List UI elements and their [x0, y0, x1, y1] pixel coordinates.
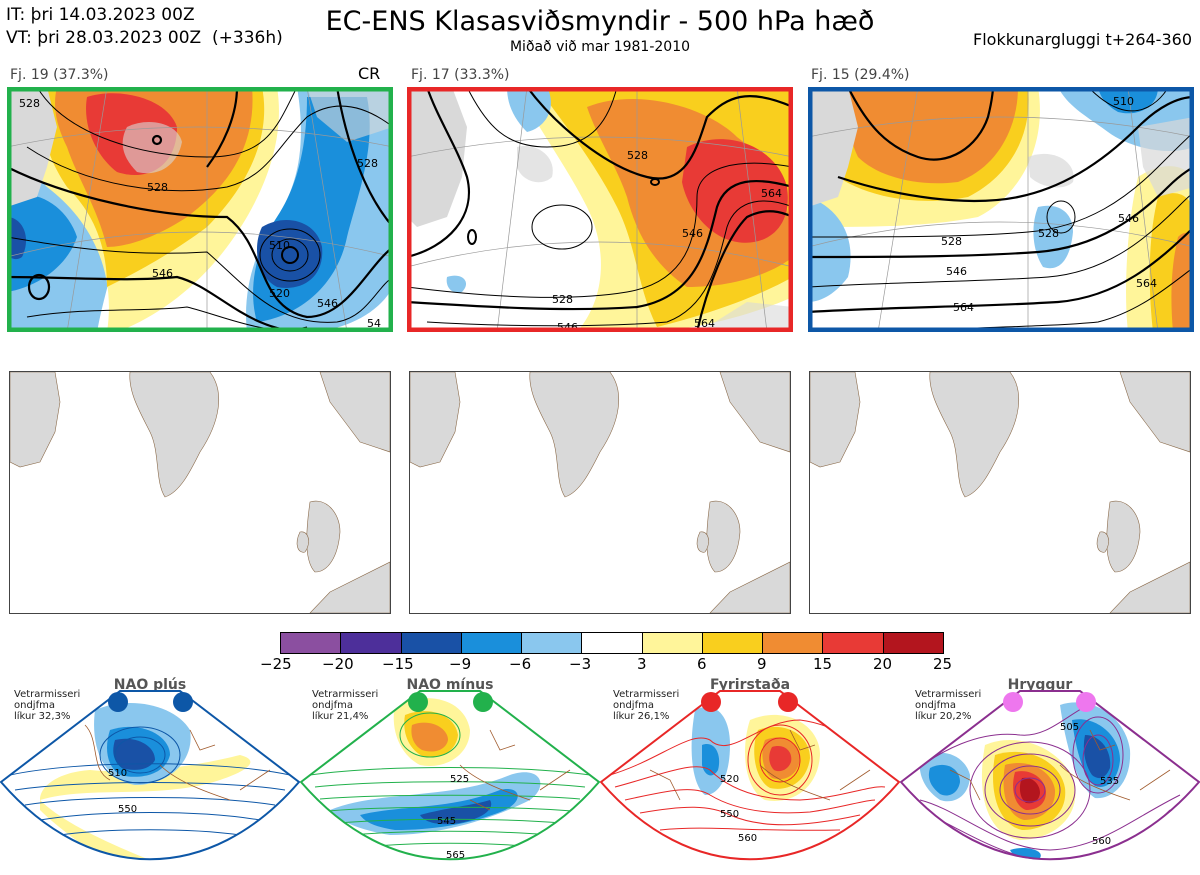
colorbar-swatch	[763, 633, 824, 653]
colorbar-swatch	[642, 633, 703, 653]
pattern-2-contour-label: 525	[450, 774, 469, 785]
pattern-4-marker	[1076, 692, 1096, 712]
colorbar-tick: −15	[382, 655, 414, 673]
cluster-1-map: 528 528 510 520 546 528 546 54	[7, 87, 393, 332]
cluster-1-contour-label: 510	[269, 239, 290, 252]
colorbar-tick: −9	[449, 655, 472, 673]
cluster-2-contour-label: 546	[557, 321, 578, 332]
pattern-3-contour-label: 550	[720, 809, 739, 820]
colorbar-swatch	[582, 633, 643, 653]
cluster-3-frame	[808, 87, 1194, 332]
pattern-4-marker	[1003, 692, 1023, 712]
cluster-1-contour-label: 528	[357, 157, 378, 170]
cluster-2-contour-label: 528	[627, 149, 648, 162]
pattern-3-marker	[778, 692, 798, 712]
cluster-2-contour-label: 528	[552, 293, 573, 306]
classification-window: Flokkunargluggi t+264-360	[973, 30, 1192, 49]
colorbar-swatch	[461, 633, 523, 653]
pattern-1-marker	[173, 692, 193, 712]
cluster-2-contour-label: 546	[682, 227, 703, 240]
cluster-3-label: Fj. 15 (29.4%)	[811, 67, 910, 83]
colorbar-tick: 3	[637, 655, 647, 673]
colorbar-swatch	[702, 633, 764, 653]
cluster-3-contour-label: 564	[953, 301, 974, 314]
cluster-1-contour-label: 520	[269, 287, 290, 300]
pattern-3-marker	[701, 692, 721, 712]
pattern-4-contour-label: 560	[1092, 836, 1111, 847]
colorbar-tick: −20	[322, 655, 354, 673]
colorbar-ticks: −25 −20 −15 −9 −6 −3 3 6 9 15 20 25	[260, 655, 960, 675]
colorbar-tick: 9	[757, 655, 767, 673]
colorbar-swatch	[883, 633, 943, 653]
cluster-2-frame	[407, 87, 793, 332]
pattern-4-note: Vetrarmisseri ondjfma líkur 20,2%	[915, 689, 982, 722]
colorbar-tick: −3	[569, 655, 592, 673]
cluster-1-contour-label: 546	[317, 297, 338, 310]
cluster-3-contour-label: 546	[1118, 212, 1139, 225]
pattern-3-map: 520 550 560	[599, 690, 901, 871]
cluster-1-contour-label: 528	[147, 181, 168, 194]
cluster-1-contour-label: 546	[152, 267, 173, 280]
colorbar-tick: 20	[873, 655, 893, 673]
cluster-1-frame	[7, 87, 393, 332]
header-times: IT: þri 14.03.2023 00Z VT: þri 28.03.2023…	[6, 4, 283, 50]
pattern-4-map: 505 535 560	[899, 690, 1200, 871]
pattern-2-contour-label: 565	[446, 850, 465, 861]
cluster-3-contour-label: 528	[941, 235, 962, 248]
init-time: IT: þri 14.03.2023 00Z	[6, 5, 195, 25]
pattern-2-marker	[473, 692, 493, 712]
cluster-1-contour-label: 528	[19, 97, 40, 110]
pattern-4-contour-label: 535	[1100, 776, 1119, 787]
pattern-2-marker	[408, 692, 428, 712]
colorbar-swatch	[401, 633, 462, 653]
pattern-1-contour-label: 550	[118, 804, 137, 815]
colorbar-tick: 25	[933, 655, 953, 673]
valid-time: VT: þri 28.03.2023 00Z (+336h)	[6, 28, 283, 48]
pattern-4-title: Hryggur	[1007, 677, 1073, 693]
cluster-2-contour-label: 564	[694, 317, 715, 330]
pattern-3-title: Fyrirstaða	[709, 677, 791, 693]
colorbar-swatch	[823, 633, 884, 653]
cluster-3-contour-label: 564	[1136, 277, 1157, 290]
pattern-3-contour-label: 520	[720, 774, 739, 785]
empty-map-1	[9, 371, 391, 614]
pattern-1-contour-label: 510	[108, 768, 127, 779]
cluster-3-contour-label: 528	[1038, 227, 1059, 240]
pattern-3-contour-label: 560	[738, 833, 757, 844]
cluster-2-map: 528 546 564 528 546 564	[407, 87, 793, 332]
pattern-4-contour-label: 505	[1060, 722, 1079, 733]
colorbar-tick: −6	[509, 655, 532, 673]
pattern-1-marker	[108, 692, 128, 712]
cluster-1-label: Fj. 19 (37.3%)	[10, 67, 109, 83]
colorbar	[280, 632, 944, 654]
pattern-1-map: 510 550	[0, 690, 301, 871]
colorbar-tick: 15	[813, 655, 833, 673]
pattern-1-title: NAO plús	[113, 677, 187, 693]
cluster-2-label: Fj. 17 (33.3%)	[411, 67, 510, 83]
colorbar-tick: −25	[260, 655, 292, 673]
colorbar-swatch	[341, 633, 402, 653]
colorbar-swatch	[281, 633, 342, 653]
cluster-1-contour-label: 54	[367, 317, 381, 330]
page-title: EC-ENS Klasasviðsmyndir - 500 hPa hæð	[325, 6, 875, 37]
empty-map-3	[809, 371, 1191, 614]
pattern-1-note: Vetrarmisseri ondjfma líkur 32,3%	[14, 689, 81, 722]
cluster-2-contour-label: 564	[761, 187, 782, 200]
cluster-3-contour-label: 510	[1113, 95, 1134, 108]
pattern-2-contour-label: 545	[437, 816, 456, 827]
pattern-2-map: 525 545 565	[299, 690, 601, 871]
pattern-3-note: Vetrarmisseri ondjfma líkur 26,1%	[613, 689, 680, 722]
pattern-2-title: NAO mínus	[406, 677, 494, 693]
cluster-1-tag: CR	[358, 64, 381, 83]
cluster-3-map: 510 528 528 546 564 546 564	[808, 87, 1194, 332]
cluster-3-contour-label: 546	[946, 265, 967, 278]
pattern-2-note: Vetrarmisseri ondjfma líkur 21,4%	[312, 689, 379, 722]
colorbar-swatch	[522, 633, 583, 653]
colorbar-tick: 6	[697, 655, 707, 673]
empty-map-2	[409, 371, 791, 614]
page-subtitle: Miðað við mar 1981-2010	[509, 39, 691, 55]
